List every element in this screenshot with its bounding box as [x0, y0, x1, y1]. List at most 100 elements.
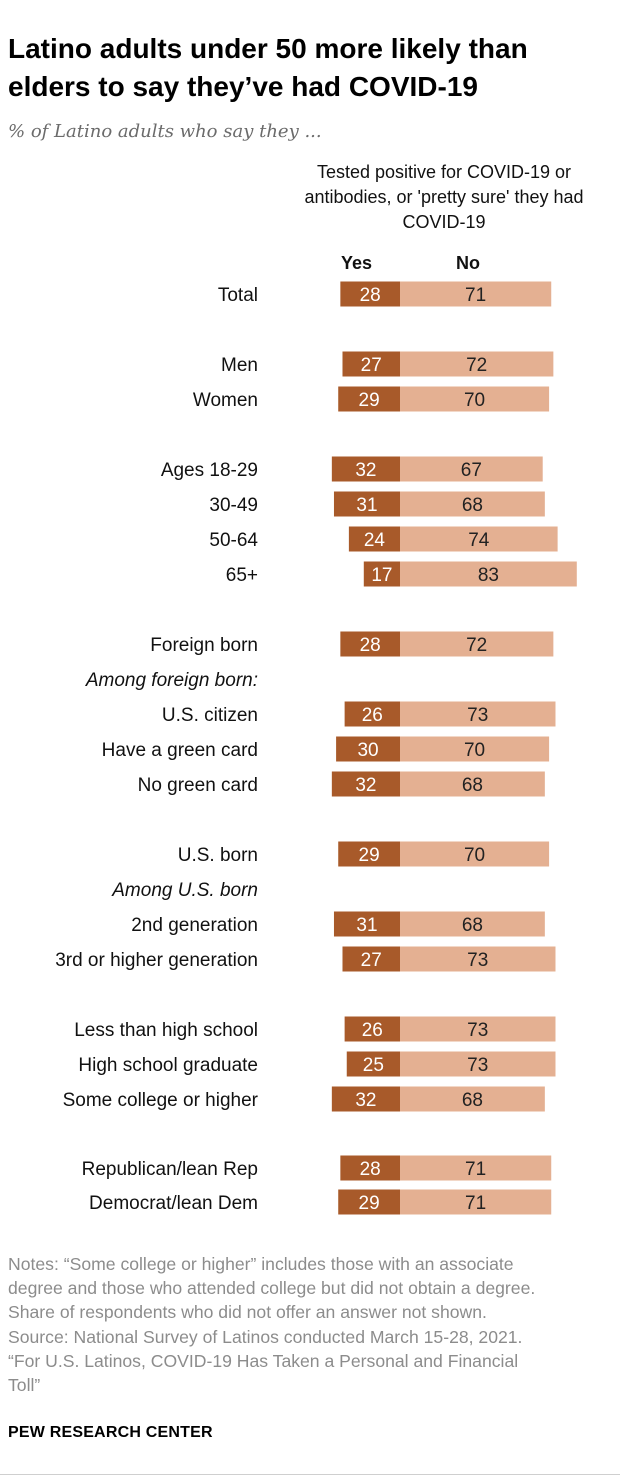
bar-yes — [338, 841, 400, 867]
bar-no — [400, 1016, 556, 1042]
data-label-no: 68 — [462, 775, 483, 796]
row-label: Men — [221, 355, 258, 376]
row-label: Some college or higher — [63, 1090, 259, 1111]
data-label-no: 73 — [467, 705, 488, 726]
legend-yes: Yes — [341, 253, 373, 273]
bar-no — [400, 1155, 552, 1181]
bar-yes — [340, 281, 400, 307]
bar-no — [400, 526, 558, 552]
bar-yes — [331, 771, 400, 797]
row-label: 30-49 — [209, 495, 258, 516]
row-label: Ages 18-29 — [161, 460, 258, 481]
bar-yes — [342, 946, 400, 972]
data-label-no: 73 — [467, 1020, 488, 1041]
bar-yes — [344, 701, 400, 727]
bar-no — [400, 386, 550, 412]
bar-yes — [333, 911, 400, 937]
row-label: No green card — [138, 775, 258, 796]
bar-yes — [331, 456, 400, 482]
row-label: U.S. citizen — [162, 705, 258, 726]
chart-title: Latino adults under 50 more likely than … — [8, 33, 528, 102]
note-line: Share of respondents who did not offer a… — [8, 1302, 487, 1323]
data-label-yes: 26 — [362, 1020, 383, 1041]
bar-yes — [333, 491, 400, 517]
source-brand: PEW RESEARCH CENTER — [8, 1424, 213, 1441]
row-subheader: Among foreign born: — [85, 670, 258, 691]
data-label-no: 71 — [465, 1193, 486, 1214]
note-line: degree and those who attended college bu… — [8, 1278, 536, 1299]
note-line: Notes: “Some college or higher” includes… — [8, 1254, 514, 1274]
data-label-yes: 28 — [360, 285, 381, 306]
row-label: Democrat/lean Dem — [89, 1193, 258, 1214]
data-label-yes: 32 — [355, 775, 376, 796]
bar-yes — [338, 386, 400, 412]
data-label-yes: 29 — [359, 390, 380, 411]
data-label-no: 70 — [464, 845, 485, 866]
column-header: Tested positive for COVID-19 or antibodi… — [304, 162, 584, 232]
note-line: Source: National Survey of Latinos condu… — [8, 1326, 523, 1347]
note-line: Toll” — [8, 1375, 41, 1396]
bar-yes — [348, 526, 400, 552]
bar-no — [400, 911, 545, 937]
bar-yes — [338, 1189, 400, 1215]
chart-subtitle: % of Latino adults who say they ... — [8, 121, 322, 142]
data-label-yes: 27 — [361, 950, 382, 971]
data-label-yes: 31 — [356, 495, 377, 516]
row-label: Have a green card — [102, 740, 258, 761]
bar-yes — [342, 351, 400, 377]
row-label: 50-64 — [209, 530, 258, 551]
bar-no — [400, 1051, 556, 1077]
data-label-yes: 17 — [371, 565, 392, 586]
data-label-yes: 28 — [360, 635, 381, 656]
data-label-no: 83 — [478, 565, 499, 586]
data-label-yes: 24 — [364, 530, 386, 551]
row-label: High school graduate — [78, 1055, 258, 1076]
bar-no — [400, 351, 554, 377]
data-label-no: 73 — [467, 950, 488, 971]
data-label-yes: 32 — [355, 460, 376, 481]
bar-yes — [340, 631, 400, 657]
chart-notes: Notes: “Some college or higher” includes… — [8, 1252, 618, 1397]
bar-yes — [336, 736, 400, 762]
legend-no: No — [456, 253, 480, 273]
data-label-yes: 28 — [360, 1159, 381, 1180]
row-label: Foreign born — [150, 635, 258, 656]
data-label-no: 71 — [465, 1159, 486, 1180]
note-line: “For U.S. Latinos, COVID-19 Has Taken a … — [8, 1350, 519, 1371]
bar-no — [400, 281, 552, 307]
data-label-no: 68 — [462, 915, 483, 936]
row-label: 65+ — [226, 565, 258, 586]
stacked-bar-chart: Total 28 71 Men 27 72 Women 29 70 Ages 18-29 32 67 3… — [55, 281, 577, 1215]
bar-no — [400, 946, 556, 972]
bar-yes — [363, 561, 400, 587]
data-label-no: 68 — [462, 495, 483, 516]
data-label-no: 72 — [466, 355, 487, 376]
data-label-yes: 29 — [359, 1193, 380, 1214]
bar-no — [400, 841, 550, 867]
data-label-no: 67 — [461, 460, 482, 481]
divider — [0, 1474, 620, 1475]
bar-no — [400, 491, 545, 517]
bar-no — [400, 1086, 545, 1112]
data-label-yes: 31 — [356, 915, 377, 936]
bar-yes — [340, 1155, 400, 1181]
data-label-no: 70 — [464, 740, 485, 761]
data-label-yes: 32 — [355, 1090, 376, 1111]
data-label-yes: 30 — [357, 740, 378, 761]
row-label: 2nd generation — [131, 915, 258, 936]
bar-no — [400, 1189, 552, 1215]
bar-no — [400, 456, 543, 482]
data-label-yes: 29 — [359, 845, 380, 866]
data-label-no: 74 — [468, 530, 490, 551]
data-label-yes: 25 — [363, 1055, 384, 1076]
bar-no — [400, 771, 545, 797]
bar-no — [400, 736, 550, 762]
row-label: U.S. born — [178, 845, 258, 866]
bar-yes — [344, 1016, 400, 1042]
row-label: 3rd or higher generation — [55, 950, 258, 971]
data-label-yes: 27 — [361, 355, 382, 376]
row-label: Less than high school — [74, 1020, 258, 1041]
bar-yes — [346, 1051, 400, 1077]
data-label-no: 71 — [465, 285, 486, 306]
data-label-no: 72 — [466, 635, 487, 656]
